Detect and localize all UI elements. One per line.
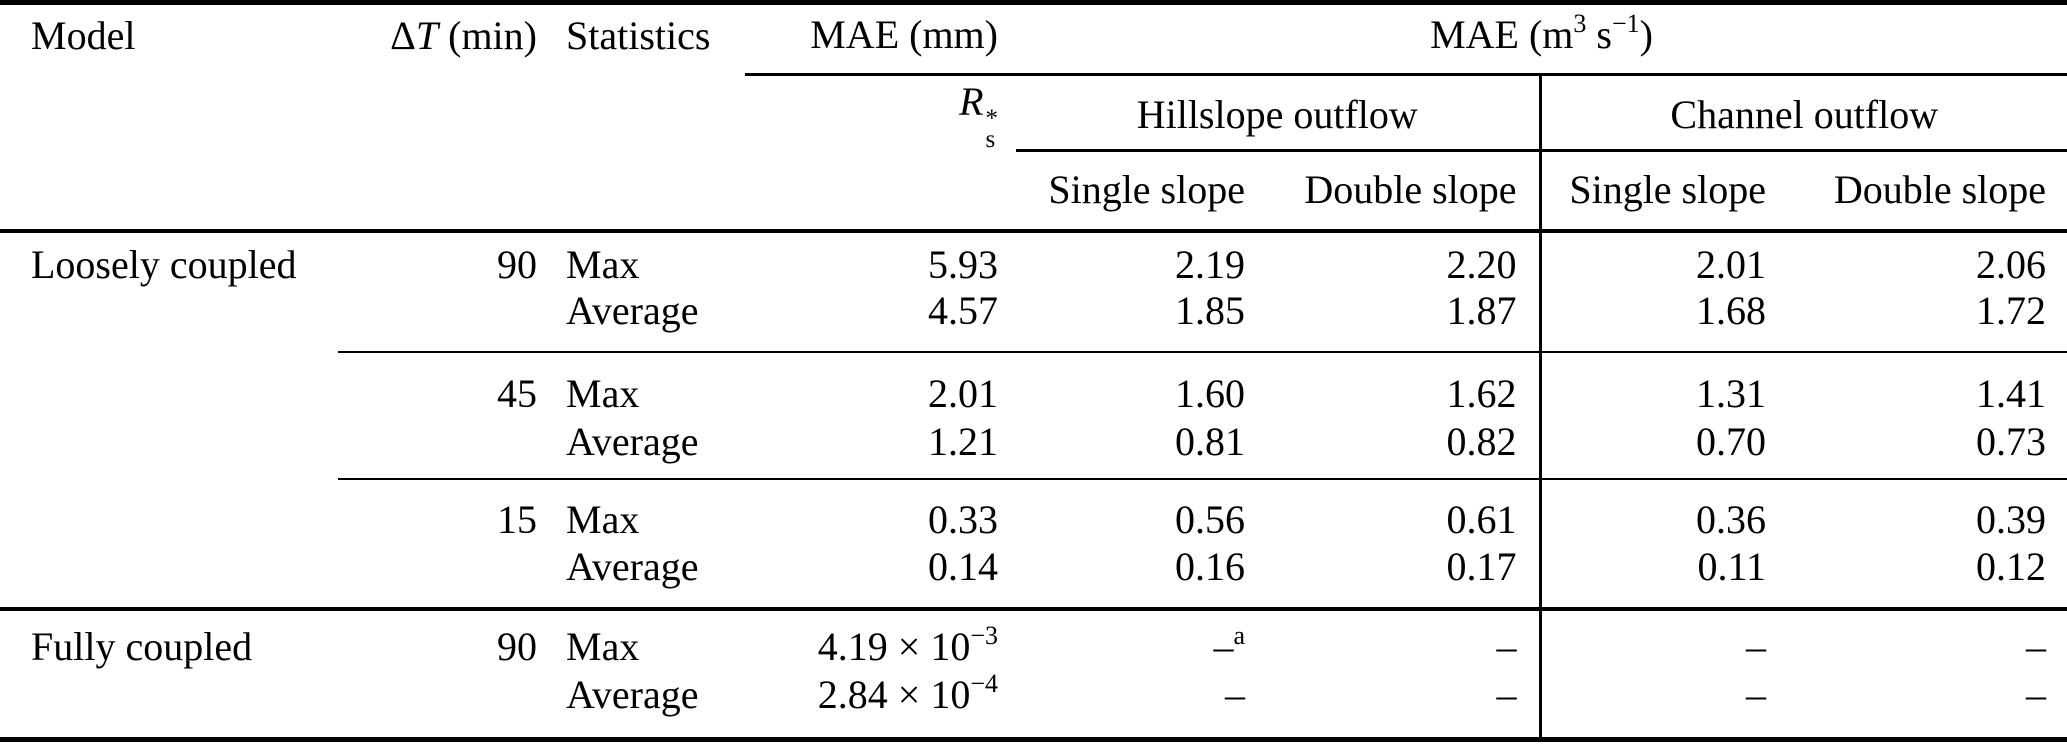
cell-stat: Max — [566, 371, 640, 416]
cell-ch-single: 0.11 — [1538, 543, 1790, 611]
cell-hs-single: 1.60 — [1175, 371, 1245, 416]
cell-stat: Max — [566, 242, 640, 287]
header-row-3: Single slope Double slope Single slope D… — [0, 150, 2067, 233]
cell-ch-single: – — [1538, 608, 1790, 672]
cell-model — [0, 479, 338, 544]
cell-ch-double: – — [2026, 672, 2047, 718]
header-model: Model — [31, 12, 136, 58]
table-row: 45 Max 2.01 1.60 1.62 1.31 1.41 — [0, 351, 2067, 418]
cell-hs-double: – — [1496, 624, 1517, 669]
cell-dt: 90 — [497, 242, 537, 287]
footnote-marker: a — [1233, 621, 1245, 650]
cell-mae-mm: 0.14 — [745, 543, 1016, 611]
cell-model: Fully coupled — [31, 624, 253, 669]
cell-hs-single: 0.16 — [1016, 543, 1261, 611]
cell-hs-single: 2.19 — [1175, 242, 1245, 287]
cell-ch-double: 0.39 — [1976, 496, 2047, 542]
cell-ch-double: 0.73 — [1790, 417, 2067, 480]
exponent: −3 — [970, 621, 998, 650]
header-hillslope-outflow: Hillslope outflow — [1016, 74, 1540, 152]
header-row-1: Model ΔT (min) Statistics MAE (mm) MAE (… — [0, 2, 2067, 76]
header-mae-m3s: MAE (m3 s−1) — [1016, 2, 2067, 76]
cell-ch-single: 0.70 — [1538, 417, 1790, 480]
table-row: 15 Max 0.33 0.56 0.61 0.36 0.39 — [0, 478, 2067, 544]
cell-stat: Average — [548, 543, 745, 611]
header-row-2: R * s Hillslope outflow Channel outflow — [0, 74, 2067, 153]
table-row: Average 1.21 0.81 0.82 0.70 0.73 — [0, 417, 2067, 480]
table-row: Loosely coupled 90 Max 5.93 2.19 2.20 2.… — [0, 230, 2067, 288]
cell-hs-single: – — [1225, 672, 1245, 718]
header-ch-single-slope: Single slope — [1538, 150, 1790, 233]
cell-hs-double: 0.82 — [1261, 417, 1540, 480]
cell-hs-double: 0.61 — [1446, 496, 1517, 542]
table-row: Average 0.14 0.16 0.17 0.11 0.12 — [0, 543, 2067, 611]
cell-model — [0, 418, 338, 479]
cell-ch-single: 1.68 — [1538, 287, 1790, 353]
cell-dt — [338, 672, 548, 740]
cell-mae-mm: 4.57 — [745, 287, 1016, 353]
cell-ch-single: – — [1538, 671, 1790, 740]
rs-subscript: s — [985, 125, 996, 153]
cell-dt — [338, 287, 548, 353]
cell-model — [0, 543, 338, 611]
header-delta-t: ΔT (min) — [390, 12, 537, 58]
cell-hs-double: – — [1496, 672, 1517, 718]
table-row: Fully coupled 90 Max 4.19 × 10−3 –a – – … — [0, 608, 2067, 672]
table-row: Average 4.57 1.85 1.87 1.68 1.72 — [0, 287, 2067, 353]
header-ch-double-slope: Double slope — [1790, 150, 2067, 233]
cell-ch-double: – — [2026, 624, 2047, 669]
table-row: Average 2.84 × 10−4 – – – – — [0, 669, 2067, 740]
cell-ch-double: 2.06 — [1976, 242, 2047, 287]
exponent: −4 — [970, 669, 998, 699]
cell-hs-double: 1.62 — [1446, 371, 1517, 416]
cell-model — [0, 288, 338, 352]
rs-superscript: * — [985, 104, 999, 132]
cell-dt — [338, 543, 548, 611]
header-hs-single-slope: Single slope — [1016, 150, 1261, 233]
cell-mae-mm: 2.84 × 10−4 — [817, 669, 998, 718]
cell-mae-mm: 0.33 — [928, 496, 998, 542]
cell-stat: Average — [548, 417, 745, 480]
header-hs-double-slope: Double slope — [1261, 150, 1540, 233]
cell-mae-mm: 5.93 — [928, 242, 998, 287]
header-statistics: Statistics — [566, 12, 711, 58]
cell-ch-double: 1.72 — [1790, 287, 2067, 353]
cell-hs-double: 2.20 — [1446, 242, 1517, 287]
cell-stat: Average — [548, 287, 745, 353]
cell-hs-double: 0.17 — [1261, 543, 1540, 611]
cell-ch-double: 1.41 — [1976, 371, 2047, 416]
cell-stat: Max — [566, 624, 640, 669]
cell-hs-single: 1.85 — [1016, 287, 1261, 353]
cell-mae-mm: 1.21 — [745, 417, 1016, 480]
header-rs-symbol: R * s — [959, 78, 999, 153]
cell-ch-single: 0.36 — [1538, 478, 1790, 544]
cell-mae-mm: 2.01 — [928, 371, 998, 416]
cell-hs-single: 0.81 — [1016, 417, 1261, 480]
cell-mae-mm: 4.19 × 10−3 — [817, 621, 998, 669]
cell-stat: Max — [566, 496, 640, 542]
cell-hs-single: –a — [1213, 621, 1245, 669]
cell-dt: 45 — [497, 371, 537, 416]
cell-stat: Average — [566, 672, 699, 718]
cell-model — [0, 352, 338, 418]
cell-hs-double: 1.87 — [1261, 287, 1540, 353]
cell-model: Loosely coupled — [31, 242, 297, 287]
header-mae-mm: MAE (mm) — [745, 2, 1016, 76]
cell-dt: 90 — [497, 624, 537, 669]
cell-dt: 15 — [497, 496, 537, 542]
cell-hs-single: 0.56 — [1175, 496, 1245, 542]
cell-ch-double: 0.12 — [1790, 543, 2067, 611]
cell-dt — [338, 417, 548, 480]
cell-model — [0, 672, 338, 740]
cell-ch-single: 2.01 — [1538, 230, 1790, 288]
header-channel-outflow: Channel outflow — [1538, 74, 2067, 152]
cell-ch-single: 1.31 — [1538, 351, 1790, 418]
